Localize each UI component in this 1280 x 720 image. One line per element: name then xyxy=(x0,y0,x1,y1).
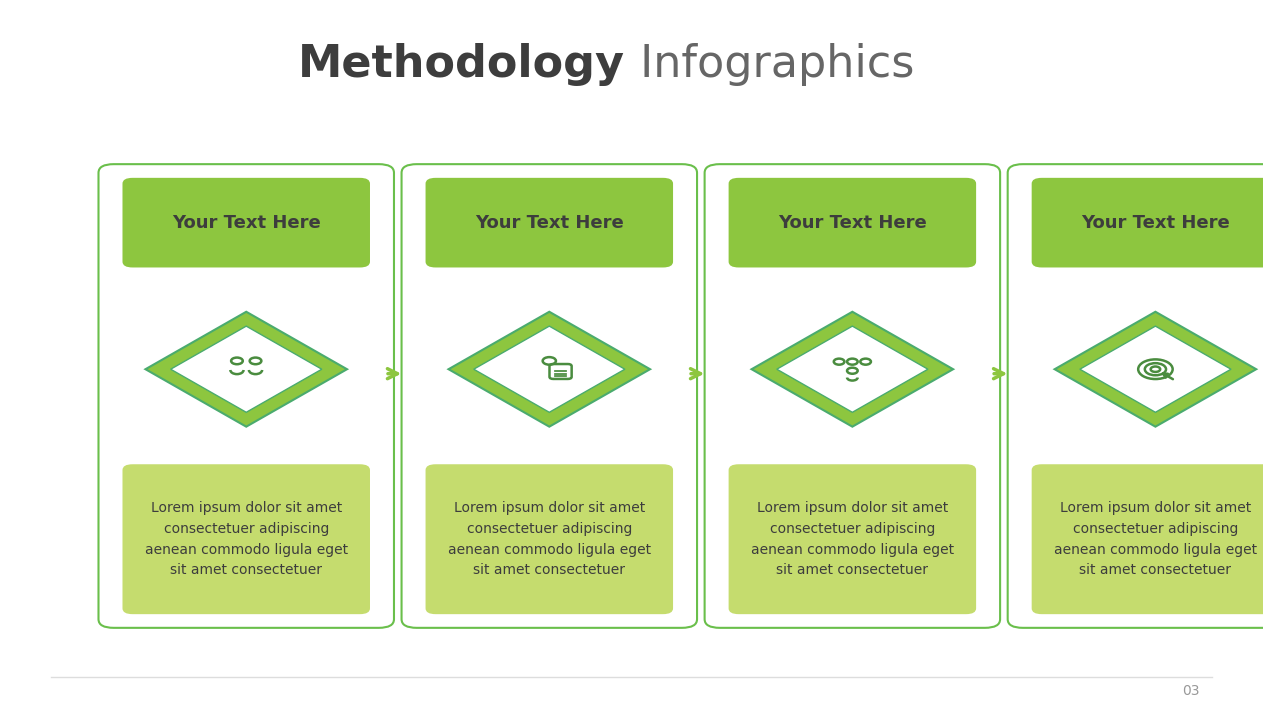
FancyBboxPatch shape xyxy=(1032,464,1279,614)
FancyBboxPatch shape xyxy=(123,464,370,614)
FancyBboxPatch shape xyxy=(728,464,977,614)
Polygon shape xyxy=(474,326,625,413)
Text: Your Text Here: Your Text Here xyxy=(475,214,623,232)
Polygon shape xyxy=(1055,312,1256,427)
Polygon shape xyxy=(1080,326,1231,413)
FancyBboxPatch shape xyxy=(425,178,673,268)
FancyBboxPatch shape xyxy=(704,164,1000,628)
Text: Lorem ipsum dolor sit amet
consectetuer adipiscing
aenean commodo ligula eget
si: Lorem ipsum dolor sit amet consectetuer … xyxy=(751,501,954,577)
Polygon shape xyxy=(751,312,954,427)
Text: 03: 03 xyxy=(1183,684,1199,698)
Text: Your Text Here: Your Text Here xyxy=(172,214,320,232)
Text: Lorem ipsum dolor sit amet
consectetuer adipiscing
aenean commodo ligula eget
si: Lorem ipsum dolor sit amet consectetuer … xyxy=(448,501,650,577)
FancyBboxPatch shape xyxy=(99,164,394,628)
FancyBboxPatch shape xyxy=(1032,178,1279,268)
Polygon shape xyxy=(170,326,321,413)
FancyBboxPatch shape xyxy=(425,464,673,614)
Text: Lorem ipsum dolor sit amet
consectetuer adipiscing
aenean commodo ligula eget
si: Lorem ipsum dolor sit amet consectetuer … xyxy=(145,501,348,577)
FancyBboxPatch shape xyxy=(123,178,370,268)
Polygon shape xyxy=(448,312,650,427)
Polygon shape xyxy=(777,326,928,413)
Text: Infographics: Infographics xyxy=(626,43,915,86)
Text: Methodology: Methodology xyxy=(298,43,625,86)
Text: Your Text Here: Your Text Here xyxy=(778,214,927,232)
FancyBboxPatch shape xyxy=(402,164,698,628)
Text: Lorem ipsum dolor sit amet
consectetuer adipiscing
aenean commodo ligula eget
si: Lorem ipsum dolor sit amet consectetuer … xyxy=(1053,501,1257,577)
FancyBboxPatch shape xyxy=(728,178,977,268)
Text: Your Text Here: Your Text Here xyxy=(1082,214,1230,232)
FancyBboxPatch shape xyxy=(1007,164,1280,628)
Polygon shape xyxy=(146,312,347,427)
